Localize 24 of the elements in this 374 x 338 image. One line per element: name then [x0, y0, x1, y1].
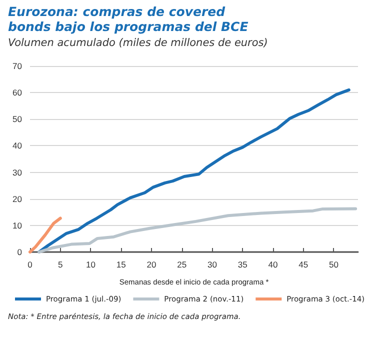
x-tick-label: 25 [177, 260, 187, 270]
x-tick-label: 5 [58, 260, 64, 270]
y-tick-label: 60 [12, 88, 22, 98]
y-tick-label: 20 [12, 194, 22, 204]
x-tick-label: 40 [268, 260, 278, 270]
line-series [28, 216, 62, 254]
y-tick-label: 40 [12, 140, 22, 151]
line-series [38, 207, 358, 254]
x-tick-label: 45 [298, 260, 308, 270]
y-tick-label: 70 [12, 61, 22, 71]
x-tick-label: 50 [328, 260, 339, 270]
y-tick-label: 10 [12, 220, 22, 230]
line-series [38, 88, 350, 254]
x-tick-label: 35 [238, 260, 248, 270]
x-tick-label: 10 [86, 260, 96, 270]
x-tick-label: 15 [116, 260, 126, 270]
y-tick-label: 30 [12, 167, 22, 178]
x-tick-label: 0 [28, 260, 33, 270]
x-tick-label: 30 [207, 260, 218, 270]
chart-subtitle: Volumen acumulado (miles de millones de euros) [8, 37, 268, 49]
chart-title: Eurozona: compras de covered bonds bajo los programas del BCE [8, 4, 250, 34]
y-tick-label: 50 [12, 114, 22, 124]
y-tick-label: 0 [17, 247, 22, 257]
x-tick-label: 20 [146, 260, 156, 270]
